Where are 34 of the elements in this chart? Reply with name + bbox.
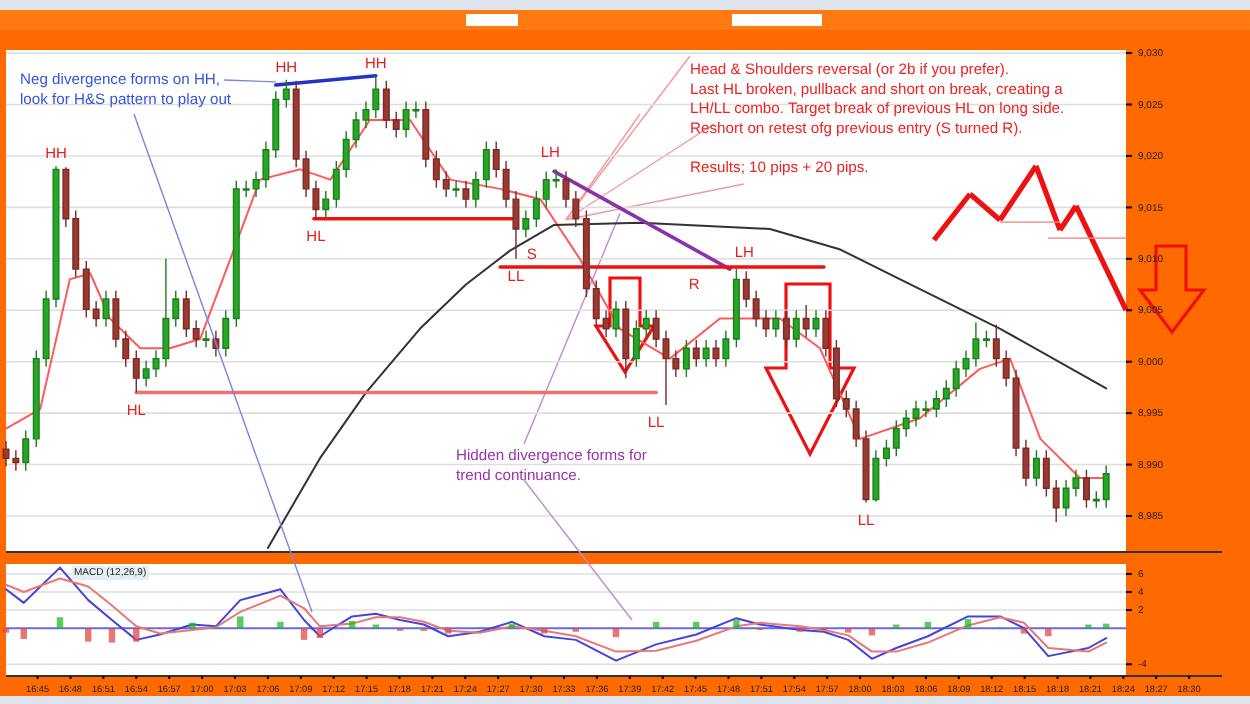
candlestick bbox=[202, 330, 210, 348]
candlestick bbox=[422, 100, 430, 168]
line-series bbox=[5, 577, 1108, 653]
candlestick bbox=[732, 268, 740, 348]
candlestick bbox=[802, 304, 810, 338]
candlestick bbox=[1082, 469, 1090, 509]
candlestick bbox=[982, 330, 990, 348]
candlestick bbox=[282, 79, 290, 109]
candlestick bbox=[822, 309, 830, 358]
candlestick bbox=[102, 290, 110, 328]
candlestick bbox=[792, 309, 800, 348]
candlestick bbox=[782, 309, 790, 348]
candlestick bbox=[772, 309, 780, 338]
candlestick bbox=[692, 339, 700, 368]
candlestick bbox=[452, 179, 460, 198]
candlestick bbox=[622, 300, 630, 379]
candlestick bbox=[1032, 449, 1040, 487]
candlestick bbox=[462, 179, 470, 209]
candlestick bbox=[222, 309, 230, 358]
candlestick bbox=[702, 339, 710, 368]
candlestick bbox=[872, 449, 880, 503]
candlestick bbox=[472, 170, 480, 209]
candlestick bbox=[132, 349, 140, 394]
candlestick bbox=[812, 309, 820, 338]
line-series bbox=[5, 118, 1108, 479]
candlestick bbox=[482, 140, 490, 189]
candlestick bbox=[322, 190, 330, 219]
candlestick bbox=[612, 300, 620, 338]
candlestick bbox=[522, 209, 530, 238]
candlestick bbox=[712, 339, 720, 368]
candlestick bbox=[722, 330, 730, 368]
candlestick bbox=[22, 429, 30, 472]
candlestick bbox=[682, 339, 690, 378]
line-series bbox=[5, 566, 1108, 662]
